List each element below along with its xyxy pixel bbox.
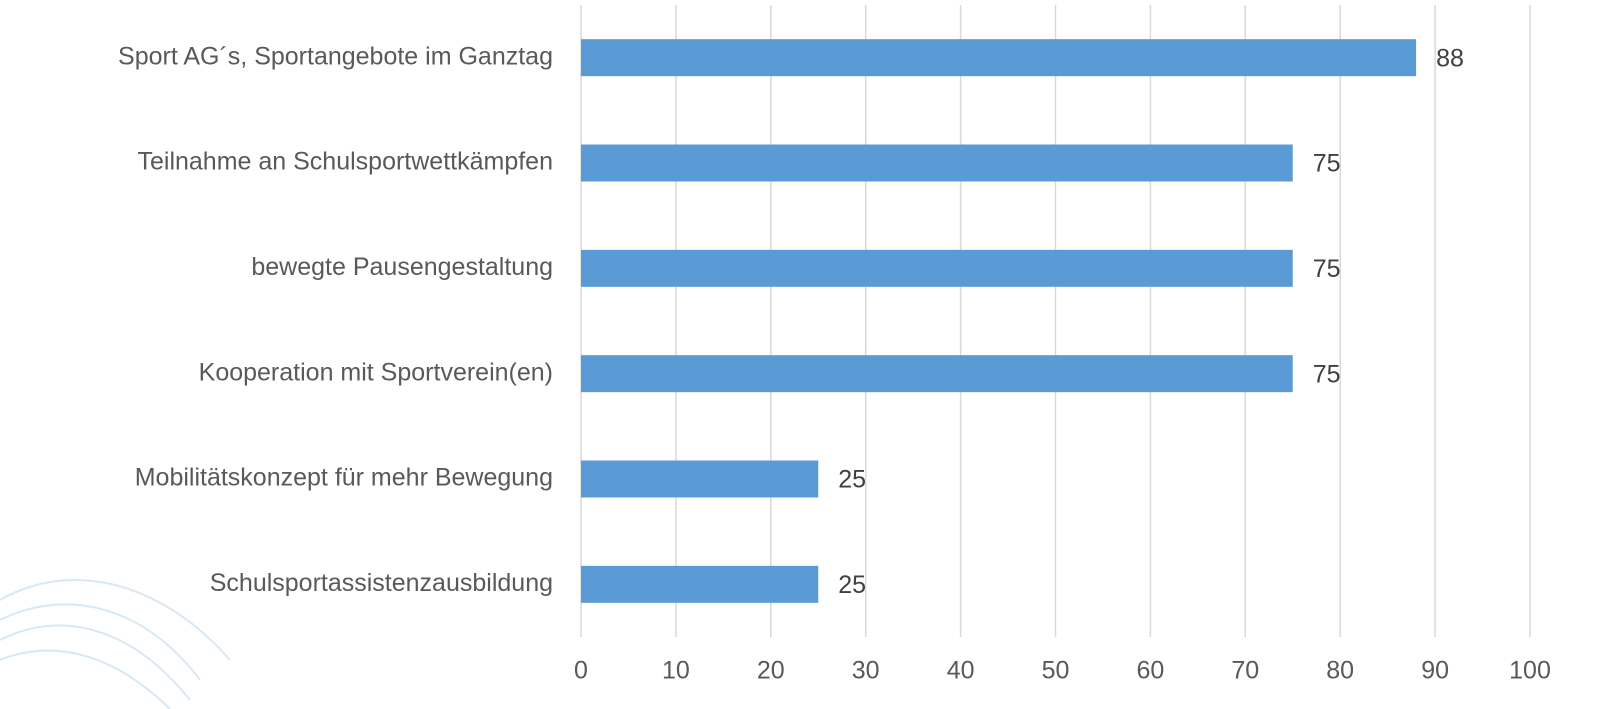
x-tick-label: 80 xyxy=(1326,657,1354,685)
decoration xyxy=(0,579,231,709)
x-tick-label: 40 xyxy=(947,657,975,685)
y-tick-label: Mobilitätskonzept für mehr Bewegung xyxy=(135,464,553,492)
value-label: 25 xyxy=(838,571,866,599)
bar xyxy=(581,355,1293,393)
value-label: 88 xyxy=(1436,44,1464,72)
x-tick-label: 30 xyxy=(852,657,880,685)
y-tick-label: Kooperation mit Sportverein(en) xyxy=(199,358,553,386)
value-label: 75 xyxy=(1313,360,1341,388)
x-tick-label: 0 xyxy=(574,657,588,685)
x-tick-label: 60 xyxy=(1136,657,1164,685)
x-tick-label: 90 xyxy=(1421,657,1449,685)
x-tick-label: 10 xyxy=(662,657,690,685)
value-label: 75 xyxy=(1313,255,1341,283)
value-label: 75 xyxy=(1313,150,1341,178)
y-tick-label: Sport AG´s, Sportangebote im Ganztag xyxy=(118,42,553,70)
x-tick-label: 20 xyxy=(757,657,785,685)
bar xyxy=(581,565,819,603)
bar xyxy=(581,144,1293,182)
x-tick-label: 100 xyxy=(1509,657,1551,685)
bar xyxy=(581,460,819,498)
x-tick-label: 70 xyxy=(1231,657,1259,685)
y-tick-label: Schulsportassistenzausbildung xyxy=(210,569,553,597)
y-tick-label: bewegte Pausengestaltung xyxy=(251,253,553,281)
y-tick-label: Teilnahme an Schulsportwettkämpfen xyxy=(137,148,553,176)
bar xyxy=(581,249,1293,287)
bar xyxy=(581,39,1417,77)
x-tick-label: 50 xyxy=(1042,657,1070,685)
value-label: 25 xyxy=(838,466,866,494)
